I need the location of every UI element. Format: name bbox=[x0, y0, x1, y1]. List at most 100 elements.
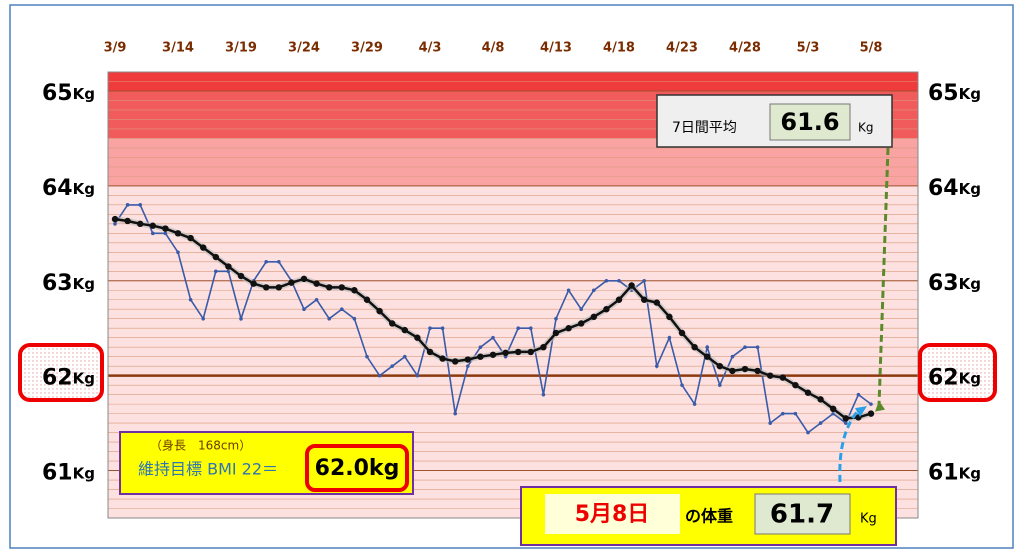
point bbox=[314, 297, 319, 302]
y-tick-label: 62Kg bbox=[42, 366, 95, 391]
date-box bbox=[545, 494, 680, 534]
y-tick-label: 61Kg bbox=[42, 461, 95, 486]
avg-unit: Kg bbox=[858, 121, 874, 135]
weight-unit: Kg bbox=[860, 512, 877, 527]
y-tick-label: 63Kg bbox=[42, 271, 95, 296]
point bbox=[187, 234, 194, 242]
point bbox=[464, 356, 471, 363]
tick-value: 61 bbox=[928, 461, 959, 486]
point bbox=[641, 296, 648, 303]
avg-value-box bbox=[769, 103, 851, 141]
point bbox=[869, 402, 873, 406]
point bbox=[452, 358, 459, 365]
point bbox=[491, 335, 495, 340]
point bbox=[755, 345, 760, 349]
target-label: 維持目標 BMI 22＝ bbox=[138, 460, 278, 479]
point bbox=[176, 250, 180, 255]
point bbox=[806, 430, 810, 435]
avg-value: 61.6 bbox=[780, 108, 839, 136]
point bbox=[277, 259, 281, 264]
point bbox=[113, 222, 117, 226]
point bbox=[428, 326, 432, 331]
target-value: 62.0kg bbox=[315, 456, 400, 481]
tick-unit: Kg bbox=[959, 464, 981, 482]
point bbox=[541, 392, 546, 397]
point bbox=[163, 231, 168, 236]
point bbox=[540, 343, 547, 351]
weight-value-box bbox=[754, 493, 851, 535]
point bbox=[730, 354, 735, 359]
point bbox=[239, 316, 243, 321]
y-tick-label: 65Kg bbox=[42, 81, 95, 106]
point bbox=[351, 287, 358, 294]
x-tick-label: 3/9 bbox=[104, 41, 127, 56]
point bbox=[856, 392, 861, 397]
x-tick-label: 4/3 bbox=[419, 41, 442, 56]
point bbox=[326, 284, 333, 291]
point bbox=[151, 231, 155, 236]
point bbox=[793, 411, 798, 416]
point bbox=[264, 259, 269, 264]
point bbox=[867, 410, 875, 417]
point bbox=[302, 307, 306, 312]
point bbox=[590, 313, 597, 321]
point bbox=[741, 365, 749, 373]
point bbox=[604, 278, 609, 283]
point bbox=[214, 269, 218, 274]
point bbox=[478, 345, 483, 349]
height-note: （身長 168cm） bbox=[150, 438, 251, 453]
highlight-box bbox=[18, 343, 104, 402]
y2-tick-label: 62Kg bbox=[928, 366, 981, 391]
weight-label: の体重 bbox=[685, 507, 733, 526]
point bbox=[352, 316, 357, 321]
point bbox=[327, 316, 332, 321]
y2-tick-label: 61Kg bbox=[928, 461, 981, 486]
point bbox=[188, 297, 193, 302]
weight-arrow bbox=[838, 411, 859, 483]
point bbox=[579, 307, 583, 312]
x-tick-label: 3/24 bbox=[288, 41, 320, 56]
point bbox=[642, 278, 646, 283]
tick-unit: Kg bbox=[959, 84, 981, 102]
point bbox=[201, 316, 205, 321]
point bbox=[149, 222, 156, 229]
y2-tick-label: 64Kg bbox=[928, 176, 981, 201]
point bbox=[704, 353, 711, 360]
point bbox=[566, 288, 571, 293]
point bbox=[655, 364, 659, 368]
point bbox=[804, 389, 812, 396]
point bbox=[844, 421, 848, 425]
tick-unit: Kg bbox=[73, 369, 95, 387]
point bbox=[743, 345, 747, 349]
tick-value: 62 bbox=[928, 366, 959, 391]
point bbox=[617, 278, 621, 283]
point bbox=[403, 354, 407, 359]
point bbox=[768, 421, 772, 425]
point bbox=[515, 348, 522, 356]
y2-tick-label: 63Kg bbox=[928, 271, 981, 296]
x-tick-label: 4/18 bbox=[603, 41, 635, 56]
y-tick-label: 64Kg bbox=[42, 176, 95, 201]
point bbox=[365, 354, 369, 359]
tick-unit: Kg bbox=[73, 274, 95, 292]
point bbox=[554, 316, 558, 321]
x-tick-label: 4/13 bbox=[540, 41, 572, 56]
point bbox=[414, 334, 421, 341]
x-tick-label: 4/8 bbox=[482, 41, 505, 56]
point bbox=[628, 282, 635, 289]
point bbox=[489, 351, 497, 358]
point bbox=[716, 362, 723, 370]
point bbox=[426, 348, 434, 356]
point bbox=[340, 307, 344, 312]
point bbox=[377, 373, 382, 378]
point bbox=[817, 396, 824, 403]
x-tick-label: 5/8 bbox=[860, 41, 883, 56]
point bbox=[111, 215, 119, 223]
point bbox=[565, 325, 572, 332]
tick-unit: Kg bbox=[959, 179, 981, 197]
point bbox=[212, 253, 219, 261]
point bbox=[401, 326, 408, 334]
point bbox=[453, 411, 458, 416]
point bbox=[667, 335, 672, 340]
tick-unit: Kg bbox=[73, 84, 95, 102]
